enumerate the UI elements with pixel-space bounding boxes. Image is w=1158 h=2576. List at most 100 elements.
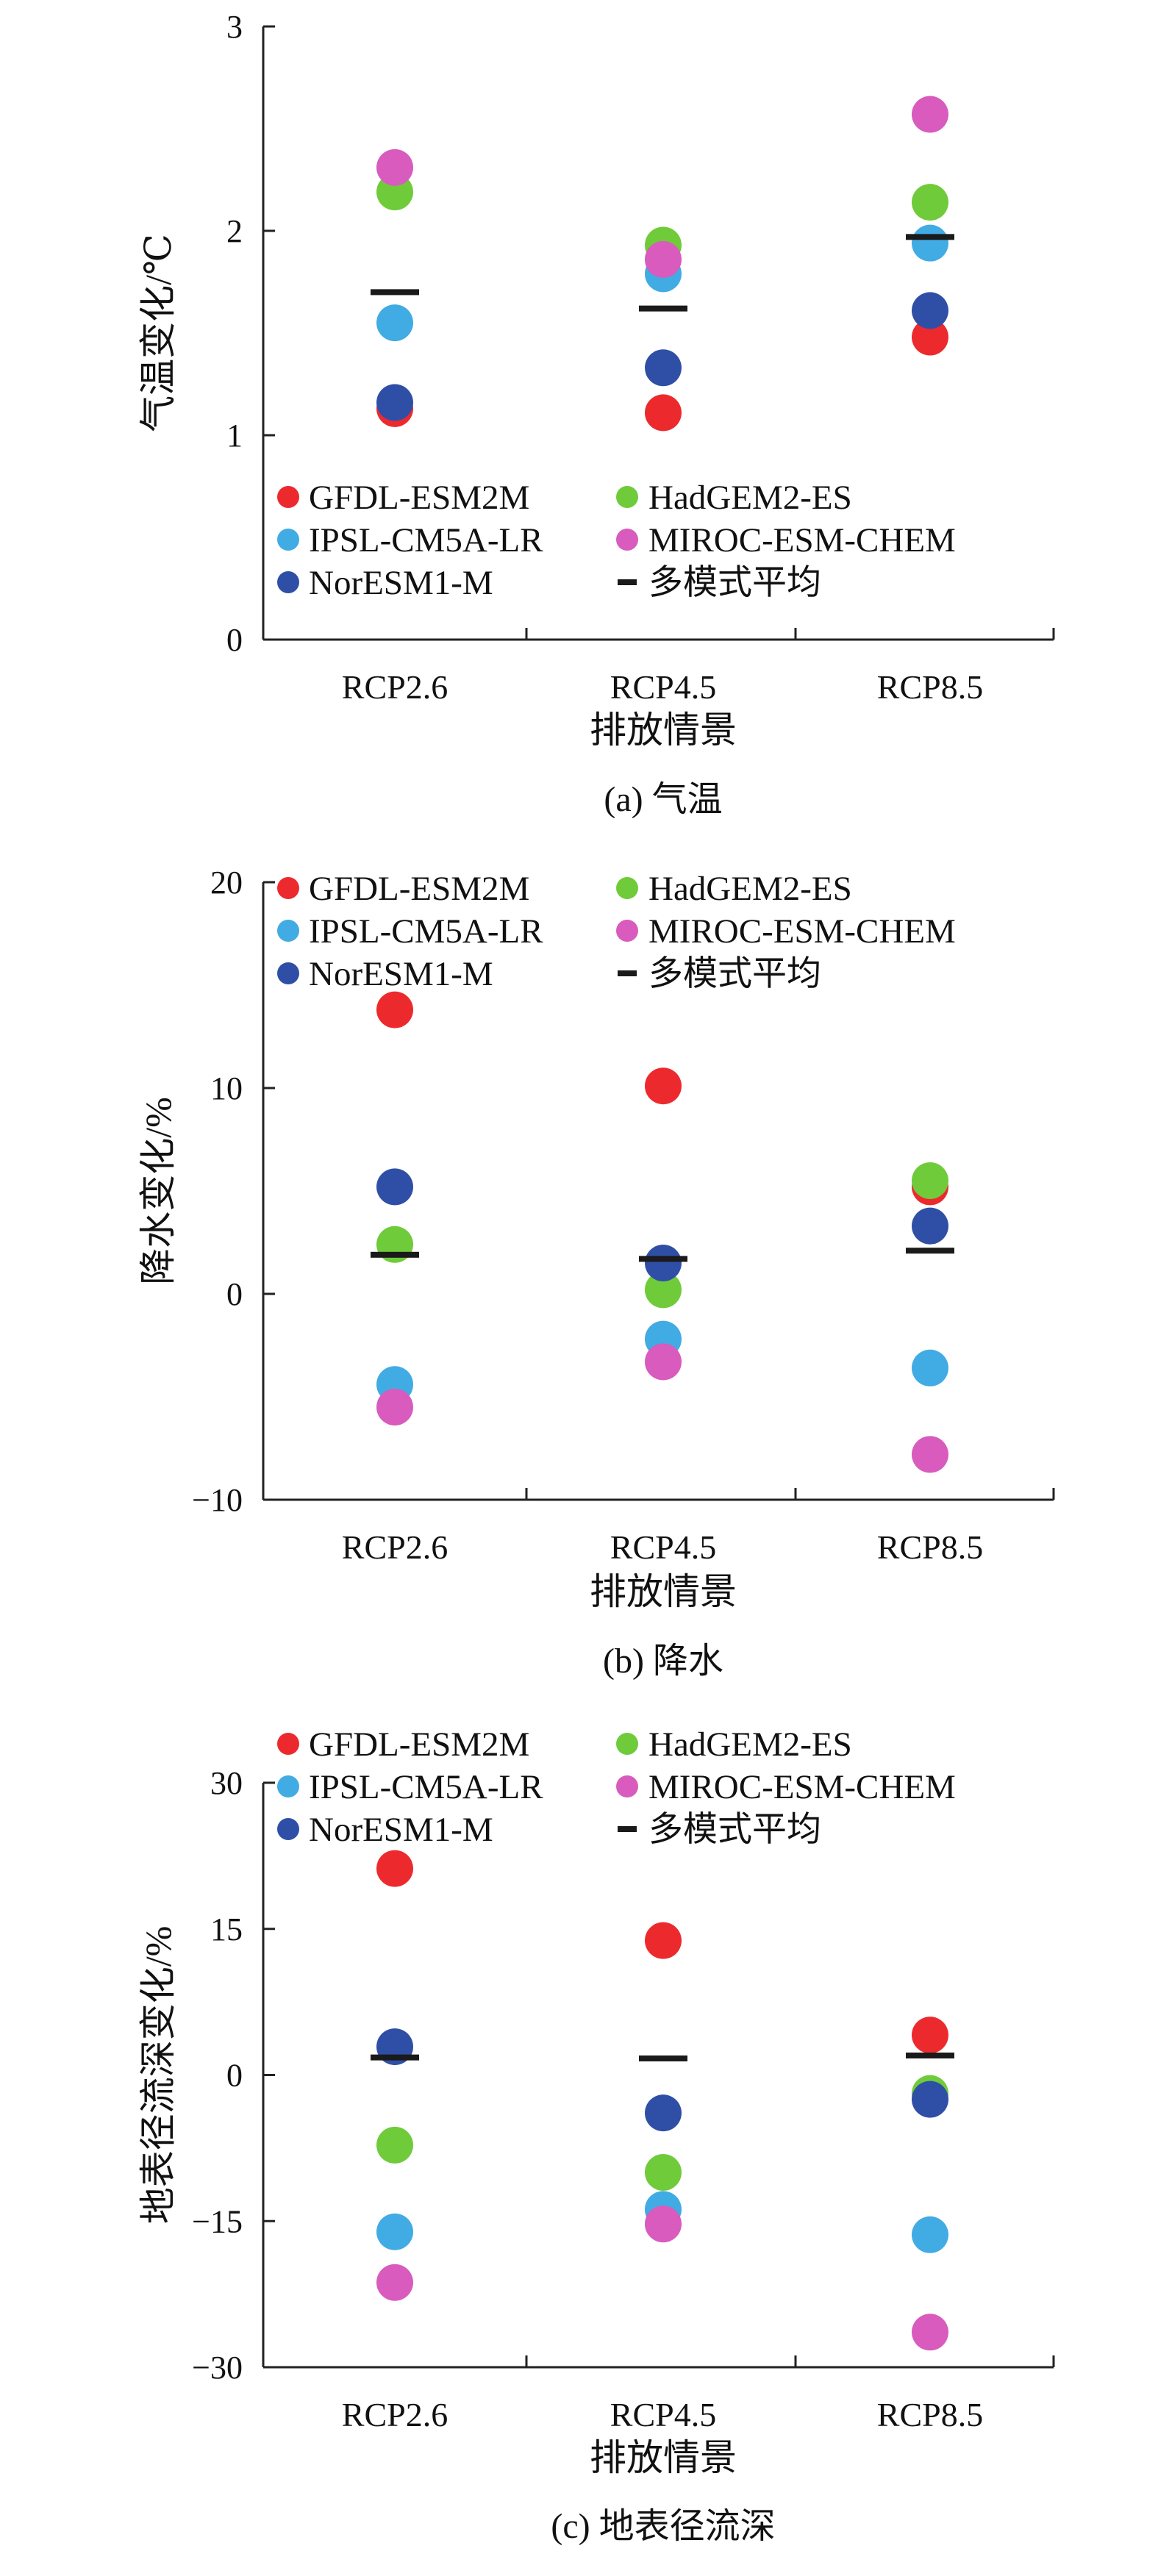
legend-label: GFDL-ESM2M: [309, 479, 529, 517]
legend-label: 多模式平均: [648, 1811, 821, 1849]
data-point-gfdl-esm2m: [376, 1850, 413, 1887]
data-point-noresm1-m: [376, 384, 413, 421]
data-point-noresm1-m: [912, 292, 948, 329]
legend-swatch-hadgem2-es: [616, 486, 638, 508]
legend-swatch-miroc-esm-chem: [616, 920, 638, 942]
x-axis-title: 排放情景: [590, 1571, 737, 1612]
data-point-miroc-esm-chem: [376, 149, 413, 186]
y-tick-label: 1: [226, 418, 243, 454]
mean-marker: [371, 1251, 419, 1258]
data-marks: [371, 991, 954, 1473]
data-point-miroc-esm-chem: [376, 1389, 413, 1425]
mean-marker: [906, 1248, 954, 1254]
legend-swatch-ipsl-cm5a-lr: [277, 1775, 299, 1797]
y-tick-label: 15: [210, 1911, 243, 1947]
data-point-gfdl-esm2m: [645, 1067, 682, 1105]
panel-caption: (c) 地表径流深: [551, 2507, 775, 2546]
legend-label: 多模式平均: [648, 955, 821, 993]
data-point-gfdl-esm2m: [645, 1922, 682, 1959]
legend-swatch-ipsl-cm5a-lr: [277, 920, 299, 942]
data-point-miroc-esm-chem: [912, 2314, 948, 2351]
mean-marker: [371, 2054, 419, 2061]
data-point-ipsl-cm5a-lr: [912, 1349, 948, 1387]
data-point-miroc-esm-chem: [376, 2264, 413, 2301]
data-point-noresm1-m: [645, 349, 682, 387]
y-tick-label: 10: [210, 1070, 243, 1106]
data-point-noresm1-m: [645, 2094, 682, 2132]
legend-swatch-miroc-esm-chem: [616, 529, 638, 551]
legend-swatch-noresm1-m: [277, 962, 299, 984]
x-tick-label: RCP4.5: [610, 668, 716, 706]
mean-marker: [906, 2053, 954, 2058]
legend-label: IPSL-CM5A-LR: [309, 1768, 543, 1806]
panel-caption: (b) 降水: [603, 1642, 723, 1681]
data-point-miroc-esm-chem: [912, 96, 948, 133]
data-point-ipsl-cm5a-lr: [376, 304, 413, 342]
y-tick-label: −30: [192, 2350, 243, 2386]
data-point-ipsl-cm5a-lr: [912, 2216, 948, 2253]
y-tick-label: 2: [226, 213, 243, 249]
x-tick-label: RCP2.6: [342, 2396, 448, 2433]
chart-panel-2: −30 −15 0 15 30 RCP2.6 RCP4.5 RCP8.5 排放情景 地表径流深变化…: [137, 1725, 1055, 2546]
y-axis-title: 降水变化/%: [137, 1097, 179, 1285]
data-point-hadgem2-es: [912, 184, 948, 221]
data-point-miroc-esm-chem: [645, 240, 682, 278]
legend-label: HadGEM2-ES: [648, 479, 852, 517]
y-tick-label: −15: [192, 2203, 243, 2239]
legend-swatch-gfdl-esm2m: [277, 486, 299, 508]
x-tick-label: RCP8.5: [877, 1528, 983, 1566]
data-point-ipsl-cm5a-lr: [912, 224, 948, 262]
legend-label: NorESM1-M: [309, 955, 493, 993]
legend-label: MIROC-ESM-CHEM: [648, 912, 956, 951]
legend-swatch-mean: [618, 579, 637, 585]
legend-swatch-noresm1-m: [277, 1818, 299, 1840]
legend: GFDL-ESM2M HadGEM2-ES IPSL-CM5A-LR MIROC-ES…: [277, 1725, 956, 1849]
mean-marker: [906, 234, 954, 240]
legend-swatch-miroc-esm-chem: [616, 1775, 638, 1797]
mean-marker: [371, 289, 419, 296]
legend-label: MIROC-ESM-CHEM: [648, 1768, 956, 1806]
legend-label: NorESM1-M: [309, 564, 493, 602]
legend-label: IPSL-CM5A-LR: [309, 912, 543, 951]
legend-label: 多模式平均: [648, 564, 821, 602]
legend-label: GFDL-ESM2M: [309, 1725, 529, 1764]
x-tick-label: RCP8.5: [877, 668, 983, 706]
y-axis-title: 气温变化/℃: [137, 234, 179, 432]
mean-marker: [639, 1256, 687, 1262]
legend-label: HadGEM2-ES: [648, 870, 852, 908]
panel-caption: (a) 气温: [604, 780, 722, 819]
legend-swatch-mean: [618, 970, 637, 976]
y-tick-label: 0: [226, 622, 243, 658]
y-tick-label: 3: [226, 9, 243, 45]
legend-swatch-noresm1-m: [277, 571, 299, 593]
data-point-ipsl-cm5a-lr: [376, 2213, 413, 2250]
data-point-noresm1-m: [376, 1168, 413, 1206]
legend-swatch-hadgem2-es: [616, 1733, 638, 1755]
data-point-noresm1-m: [912, 1207, 948, 1245]
legend-swatch-mean: [618, 1826, 637, 1832]
legend-label: HadGEM2-ES: [648, 1725, 852, 1764]
chart-panel-0: 0 1 2 3 RCP2.6 RCP4.5 RCP8.5 排放情景 气温变化/℃ (a) 气温 GF…: [137, 9, 1055, 819]
x-tick-label: RCP4.5: [610, 1528, 716, 1566]
data-point-miroc-esm-chem: [645, 1343, 682, 1381]
x-tick-label: RCP4.5: [610, 2396, 716, 2433]
mean-marker: [639, 305, 687, 312]
data-point-gfdl-esm2m: [912, 2017, 948, 2054]
legend-swatch-gfdl-esm2m: [277, 877, 299, 899]
y-tick-label: 0: [226, 1276, 243, 1312]
legend-label: IPSL-CM5A-LR: [309, 521, 543, 559]
y-axis-title: 地表径流深变化/%: [137, 1926, 179, 2225]
data-point-hadgem2-es: [912, 1162, 948, 1199]
x-tick-label: RCP8.5: [877, 2396, 983, 2433]
x-tick-label: RCP2.6: [342, 1528, 448, 1566]
data-point-noresm1-m: [912, 2081, 948, 2118]
data-point-hadgem2-es: [645, 1271, 682, 1309]
mean-marker: [639, 2055, 687, 2061]
data-point-gfdl-esm2m: [376, 991, 413, 1028]
data-point-miroc-esm-chem: [645, 2205, 682, 2243]
legend-swatch-gfdl-esm2m: [277, 1733, 299, 1755]
chart-panel-1: −10 0 10 20 RCP2.6 RCP4.5 RCP8.5 排放情景 降水变化/% (b) …: [137, 865, 1055, 1681]
x-tick-label: RCP2.6: [342, 668, 448, 706]
data-point-hadgem2-es: [645, 2154, 682, 2191]
